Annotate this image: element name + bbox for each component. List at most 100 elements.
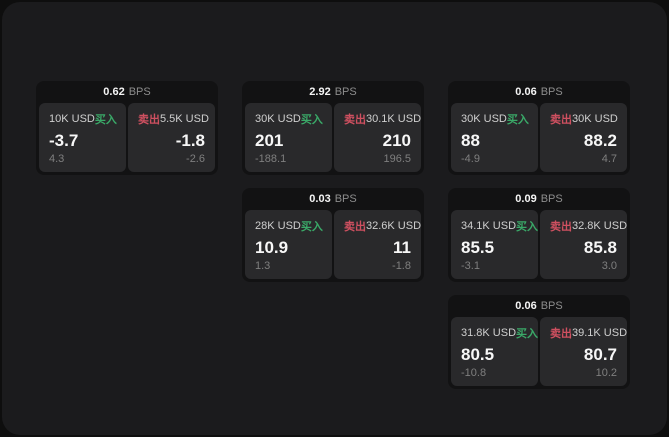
quote-card: 2.92 BPS 30K USD 买入 201 -188.1 卖出 30.1K … bbox=[242, 81, 424, 175]
bps-header: 0.62 BPS bbox=[36, 81, 218, 103]
buy-quote-tile[interactable]: 30K USD 买入 88 -4.9 bbox=[451, 103, 538, 172]
buy-tile-header: 30K USD 买入 bbox=[461, 111, 529, 127]
buy-amount: 31.8K USD bbox=[461, 327, 517, 339]
buy-tile-header: 10K USD 买入 bbox=[49, 111, 117, 127]
sell-amount: 5.5K USD bbox=[160, 113, 209, 125]
sell-tile-header: 卖出 39.1K USD bbox=[550, 325, 627, 341]
sell-quote-tile[interactable]: 卖出 30K USD 88.2 4.7 bbox=[540, 103, 627, 172]
sell-quote-tile[interactable]: 卖出 39.1K USD 80.7 10.2 bbox=[540, 317, 627, 386]
sell-sub-value: -2.6 bbox=[186, 153, 205, 165]
bps-value: 0.06 bbox=[515, 300, 537, 312]
sell-quote-tile[interactable]: 卖出 32.6K USD 11 -1.8 bbox=[334, 210, 421, 279]
buy-price: 80.5 bbox=[461, 344, 495, 364]
sell-amount: 32.8K USD bbox=[572, 220, 628, 232]
buy-price: 10.9 bbox=[255, 237, 289, 257]
buy-amount: 10K USD bbox=[49, 113, 95, 125]
sell-tile-header: 卖出 30.1K USD bbox=[344, 111, 421, 127]
quote-card: 0.09 BPS 34.1K USD 买入 85.5 -3.1 卖出 32.8K… bbox=[448, 188, 630, 282]
bps-value: 0.06 bbox=[515, 86, 537, 98]
bps-header: 0.03 BPS bbox=[242, 188, 424, 210]
sell-side-badge: 卖出 bbox=[550, 114, 572, 126]
bps-suffix-label: BPS bbox=[334, 193, 357, 205]
buy-quote-tile[interactable]: 30K USD 买入 201 -188.1 bbox=[245, 103, 332, 172]
sell-quote-tile[interactable]: 卖出 30.1K USD 210 196.5 bbox=[334, 103, 421, 172]
sell-amount: 32.6K USD bbox=[366, 220, 422, 232]
sell-amount: 30.1K USD bbox=[366, 113, 422, 125]
quote-card: 0.03 BPS 28K USD 买入 10.9 1.3 卖出 32.6K US… bbox=[242, 188, 424, 282]
sell-tile-header: 卖出 32.8K USD bbox=[550, 218, 627, 234]
sell-price: -1.8 bbox=[175, 130, 205, 150]
bps-header: 0.06 BPS bbox=[448, 81, 630, 103]
buy-amount: 28K USD bbox=[255, 220, 301, 232]
sell-amount: 39.1K USD bbox=[572, 327, 628, 339]
bps-suffix-label: BPS bbox=[128, 86, 151, 98]
sell-sub-value: 196.5 bbox=[383, 153, 411, 165]
buy-quote-tile[interactable]: 31.8K USD 买入 80.5 -10.8 bbox=[451, 317, 538, 386]
quote-card: 0.06 BPS 30K USD 买入 88 -4.9 卖出 30K USD 8… bbox=[448, 81, 630, 175]
sell-side-badge: 卖出 bbox=[344, 114, 366, 126]
buy-side-badge: 买入 bbox=[94, 114, 117, 126]
sell-price: 80.7 bbox=[583, 344, 617, 364]
quote-card-body: 10K USD 买入 -3.7 4.3 卖出 5.5K USD -1.8 -2.… bbox=[36, 103, 218, 175]
buy-sub-value: -4.9 bbox=[461, 153, 480, 165]
bps-suffix-label: BPS bbox=[334, 86, 357, 98]
sell-side-badge: 卖出 bbox=[550, 328, 572, 340]
sell-price: 210 bbox=[382, 130, 411, 150]
bps-value: 0.62 bbox=[103, 86, 125, 98]
bps-suffix-label: BPS bbox=[540, 193, 563, 205]
sell-sub-value: -1.8 bbox=[392, 260, 411, 272]
bps-value: 0.03 bbox=[309, 193, 331, 205]
sell-sub-value: 3.0 bbox=[601, 260, 617, 272]
buy-quote-tile[interactable]: 28K USD 买入 10.9 1.3 bbox=[245, 210, 332, 279]
buy-tile-header: 31.8K USD 买入 bbox=[461, 325, 538, 341]
buy-tile-header: 28K USD 买入 bbox=[255, 218, 323, 234]
bps-suffix-label: BPS bbox=[540, 86, 563, 98]
buy-sub-value: -3.1 bbox=[461, 260, 480, 272]
buy-side-badge: 买入 bbox=[300, 221, 323, 233]
sell-sub-value: 10.2 bbox=[595, 367, 617, 379]
buy-side-badge: 买入 bbox=[516, 221, 539, 233]
buy-quote-tile[interactable]: 10K USD 买入 -3.7 4.3 bbox=[39, 103, 126, 172]
quote-card-body: 31.8K USD 买入 80.5 -10.8 卖出 39.1K USD 80.… bbox=[448, 317, 630, 389]
buy-amount: 34.1K USD bbox=[461, 220, 517, 232]
buy-price: -3.7 bbox=[49, 130, 79, 150]
bps-header: 0.06 BPS bbox=[448, 295, 630, 317]
bps-header: 2.92 BPS bbox=[242, 81, 424, 103]
bps-value: 0.09 bbox=[515, 193, 537, 205]
buy-quote-tile[interactable]: 34.1K USD 买入 85.5 -3.1 bbox=[451, 210, 538, 279]
buy-tile-header: 34.1K USD 买入 bbox=[461, 218, 538, 234]
buy-price: 201 bbox=[255, 130, 284, 150]
buy-sub-value: 4.3 bbox=[49, 153, 65, 165]
buy-amount: 30K USD bbox=[255, 113, 301, 125]
buy-side-badge: 买入 bbox=[300, 114, 323, 126]
quote-card: 0.06 BPS 31.8K USD 买入 80.5 -10.8 卖出 39.1… bbox=[448, 295, 630, 389]
sell-sub-value: 4.7 bbox=[601, 153, 617, 165]
buy-amount: 30K USD bbox=[461, 113, 507, 125]
bps-header: 0.09 BPS bbox=[448, 188, 630, 210]
sell-side-badge: 卖出 bbox=[138, 114, 160, 126]
sell-side-badge: 卖出 bbox=[344, 221, 366, 233]
quote-card-body: 28K USD 买入 10.9 1.3 卖出 32.6K USD 11 -1.8 bbox=[242, 210, 424, 282]
sell-quote-tile[interactable]: 卖出 5.5K USD -1.8 -2.6 bbox=[128, 103, 215, 172]
quote-card-body: 30K USD 买入 88 -4.9 卖出 30K USD 88.2 4.7 bbox=[448, 103, 630, 175]
sell-price: 88.2 bbox=[583, 130, 617, 150]
cards-grid: 0.62 BPS 10K USD 买入 -3.7 4.3 卖出 5.5K USD… bbox=[36, 81, 630, 389]
buy-price: 85.5 bbox=[461, 237, 495, 257]
sell-tile-header: 卖出 5.5K USD bbox=[138, 111, 209, 127]
buy-side-badge: 买入 bbox=[516, 328, 539, 340]
sell-amount: 30K USD bbox=[572, 113, 618, 125]
quote-card: 0.62 BPS 10K USD 买入 -3.7 4.3 卖出 5.5K USD… bbox=[36, 81, 218, 175]
bps-suffix-label: BPS bbox=[540, 300, 563, 312]
sell-tile-header: 卖出 30K USD bbox=[550, 111, 618, 127]
sell-side-badge: 卖出 bbox=[550, 221, 572, 233]
buy-price: 88 bbox=[461, 130, 480, 150]
sell-tile-header: 卖出 32.6K USD bbox=[344, 218, 421, 234]
quote-card-body: 34.1K USD 买入 85.5 -3.1 卖出 32.8K USD 85.8… bbox=[448, 210, 630, 282]
quote-card-body: 30K USD 买入 201 -188.1 卖出 30.1K USD 210 1… bbox=[242, 103, 424, 175]
buy-sub-value: 1.3 bbox=[255, 260, 271, 272]
sell-quote-tile[interactable]: 卖出 32.8K USD 85.8 3.0 bbox=[540, 210, 627, 279]
sell-price: 85.8 bbox=[583, 237, 617, 257]
buy-sub-value: -188.1 bbox=[255, 153, 287, 165]
buy-side-badge: 买入 bbox=[506, 114, 529, 126]
